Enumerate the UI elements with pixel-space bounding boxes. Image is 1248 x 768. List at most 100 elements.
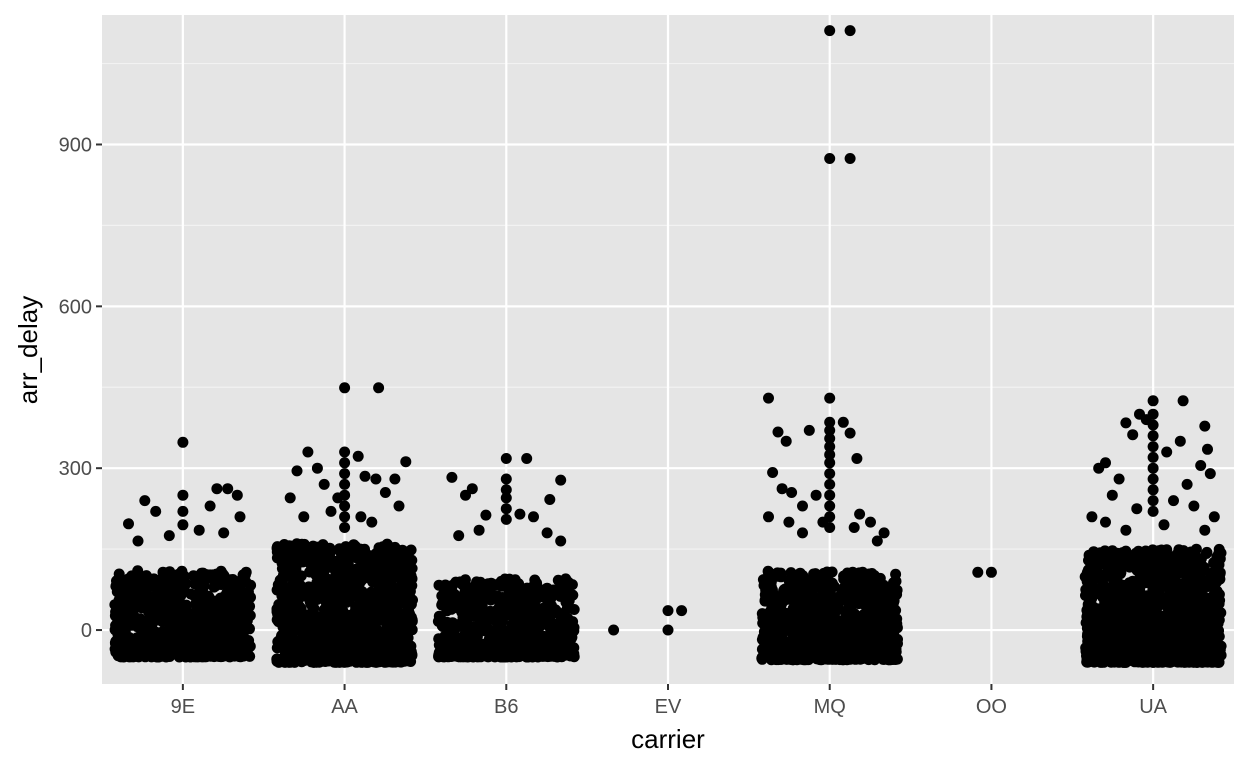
data-point-outlier: [193, 524, 205, 536]
data-point: [213, 629, 225, 641]
data-point: [459, 586, 471, 598]
data-point: [403, 587, 415, 598]
data-point: [888, 577, 899, 589]
data-point: [221, 609, 233, 621]
data-point: [1204, 593, 1216, 605]
x-tick-label: AA: [331, 696, 358, 718]
data-point: [1168, 625, 1180, 637]
data-point-outlier: [339, 489, 351, 501]
data-point-outlier: [284, 492, 296, 504]
data-point: [801, 636, 813, 648]
data-point: [865, 601, 877, 613]
data-point: [165, 614, 177, 626]
data-point-outlier: [339, 468, 351, 480]
data-point: [232, 635, 244, 647]
data-point: [298, 629, 310, 641]
data-point: [824, 619, 836, 631]
data-point: [1110, 584, 1122, 596]
data-point: [1144, 645, 1156, 657]
data-point: [771, 613, 783, 625]
data-point: [872, 611, 884, 623]
data-point: [840, 586, 852, 598]
data-point: [553, 638, 565, 650]
data-point-outlier: [521, 453, 533, 464]
data-point-outlier: [1100, 457, 1111, 469]
data-point: [345, 629, 357, 641]
data-point: [1171, 585, 1183, 597]
data-point: [357, 611, 368, 623]
data-point: [1214, 644, 1226, 656]
data-point-outlier: [1168, 495, 1179, 507]
data-point: [568, 651, 580, 663]
data-point: [1198, 602, 1210, 613]
data-point-outlier: [177, 505, 189, 517]
data-point: [271, 584, 283, 596]
data-point: [1081, 576, 1093, 588]
data-point: [791, 629, 803, 641]
data-point: [370, 559, 382, 570]
data-point: [278, 592, 290, 603]
data-point: [812, 637, 824, 649]
data-point: [485, 577, 497, 589]
data-point-outlier: [1147, 462, 1159, 474]
data-point-outlier: [1147, 451, 1159, 463]
data-point-outlier: [480, 509, 492, 521]
data-point: [318, 582, 330, 594]
data-point: [124, 606, 136, 618]
data-point: [786, 639, 798, 651]
data-point-outlier: [844, 427, 856, 439]
data-point: [1150, 564, 1162, 576]
data-point: [1118, 617, 1130, 629]
data-point-outlier: [817, 516, 829, 528]
data-point: [495, 575, 507, 587]
data-point: [356, 574, 368, 586]
data-point: [324, 548, 336, 560]
data-point: [775, 571, 787, 583]
data-point-outlier: [132, 535, 144, 547]
data-point: [1081, 647, 1093, 659]
data-point: [521, 623, 533, 635]
data-point: [1157, 656, 1169, 668]
data-point: [1082, 598, 1094, 610]
data-point-outlier: [1106, 489, 1118, 501]
data-point-outlier: [541, 527, 553, 539]
data-point: [529, 607, 540, 619]
data-point: [808, 568, 820, 580]
data-point: [1134, 568, 1146, 580]
data-point: [855, 585, 867, 597]
data-point: [1081, 630, 1093, 642]
data-point-outlier: [466, 483, 478, 495]
data-point-outlier: [848, 522, 860, 533]
data-point: [552, 574, 564, 586]
data-point: [1135, 626, 1147, 638]
data-point-outlier: [177, 519, 189, 531]
data-point-outlier: [139, 495, 151, 507]
data-point: [1169, 615, 1181, 626]
data-point-outlier: [500, 484, 512, 496]
data-point: [313, 655, 324, 667]
data-point: [369, 572, 380, 583]
x-tick-label: B6: [494, 696, 518, 718]
data-point: [483, 636, 495, 648]
data-point: [1130, 547, 1142, 559]
data-point-outlier: [500, 503, 512, 515]
data-point: [826, 577, 838, 589]
data-point: [109, 624, 121, 636]
data-point-outlier: [1120, 417, 1132, 429]
data-point: [1183, 643, 1195, 655]
data-point: [890, 568, 902, 580]
data-point: [329, 640, 341, 652]
data-point: [452, 650, 464, 662]
data-point-outlier: [339, 446, 351, 458]
data-point: [381, 538, 393, 550]
data-point-outlier: [500, 492, 512, 504]
data-point-outlier: [400, 456, 412, 468]
data-point-outlier: [311, 462, 323, 474]
data-point: [398, 561, 410, 573]
data-point: [1196, 649, 1207, 661]
data-point-outlier: [528, 511, 539, 523]
data-point: [555, 649, 566, 661]
data-point-outlier: [379, 487, 391, 498]
data-point: [157, 625, 169, 637]
data-point-outlier: [776, 483, 788, 495]
